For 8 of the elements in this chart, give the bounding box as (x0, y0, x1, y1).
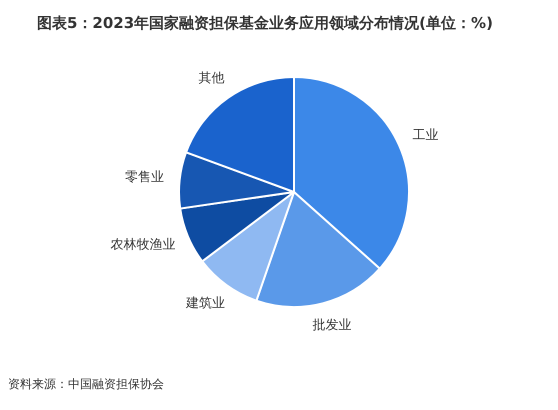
slice-label: 批发业 (312, 318, 352, 333)
chart-title: 图表5：2023年国家融资担保基金业务应用领域分布情况(单位：%) (37, 14, 493, 33)
slice-label: 农林牧渔业 (110, 238, 176, 253)
slice-label: 其他 (198, 71, 225, 86)
text: 资料来源：中国融资担保协会 (8, 376, 164, 393)
slice-label: 建筑业 (185, 296, 226, 312)
slice-label: 零售业 (124, 170, 164, 186)
slice-label: 工业 (412, 128, 438, 143)
